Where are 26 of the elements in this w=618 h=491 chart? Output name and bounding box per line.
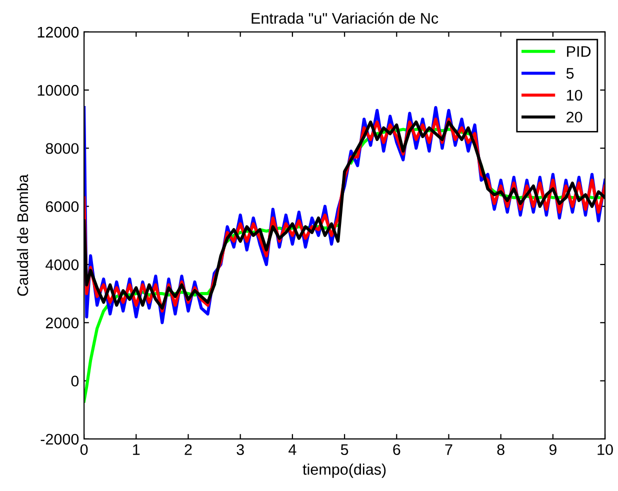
chart-title: Entrada "u" Variación de Nc: [252, 12, 438, 24]
x-tick-label: 10: [598, 444, 613, 456]
y-tick-label: 12000: [38, 26, 79, 38]
x-tick-label: 2: [184, 444, 192, 455]
y-tick-label: 4000: [46, 259, 79, 270]
x-tick-label: 0: [80, 444, 88, 456]
y-tick-label: 2000: [46, 318, 79, 328]
y-tick-label: 0: [71, 376, 79, 386]
y-tick-label: 10000: [38, 84, 79, 96]
x-tick-label: 7: [445, 444, 452, 455]
y-tick-label: 8000: [46, 143, 79, 154]
legend-label: 20: [566, 112, 582, 123]
legend-label: 5: [566, 68, 574, 79]
y-tick-label: 6000: [46, 201, 79, 212]
x-tick-label: 8: [497, 444, 504, 456]
legend-label: 10: [566, 90, 582, 101]
x-tick-label: 5: [340, 444, 348, 456]
x-tick-label: 3: [236, 444, 244, 456]
y-axis-title: Caudal de Bomba: [16, 174, 28, 296]
y-tick-label: -2000: [40, 434, 79, 445]
x-tick-label: 6: [393, 444, 400, 456]
x-axis-title: tiempo(dias): [302, 464, 386, 478]
x-tick-label: 4: [288, 444, 296, 455]
x-tick-label: 9: [549, 444, 556, 456]
legend-label: PID: [567, 46, 591, 57]
x-tick-label: 1: [133, 444, 140, 455]
